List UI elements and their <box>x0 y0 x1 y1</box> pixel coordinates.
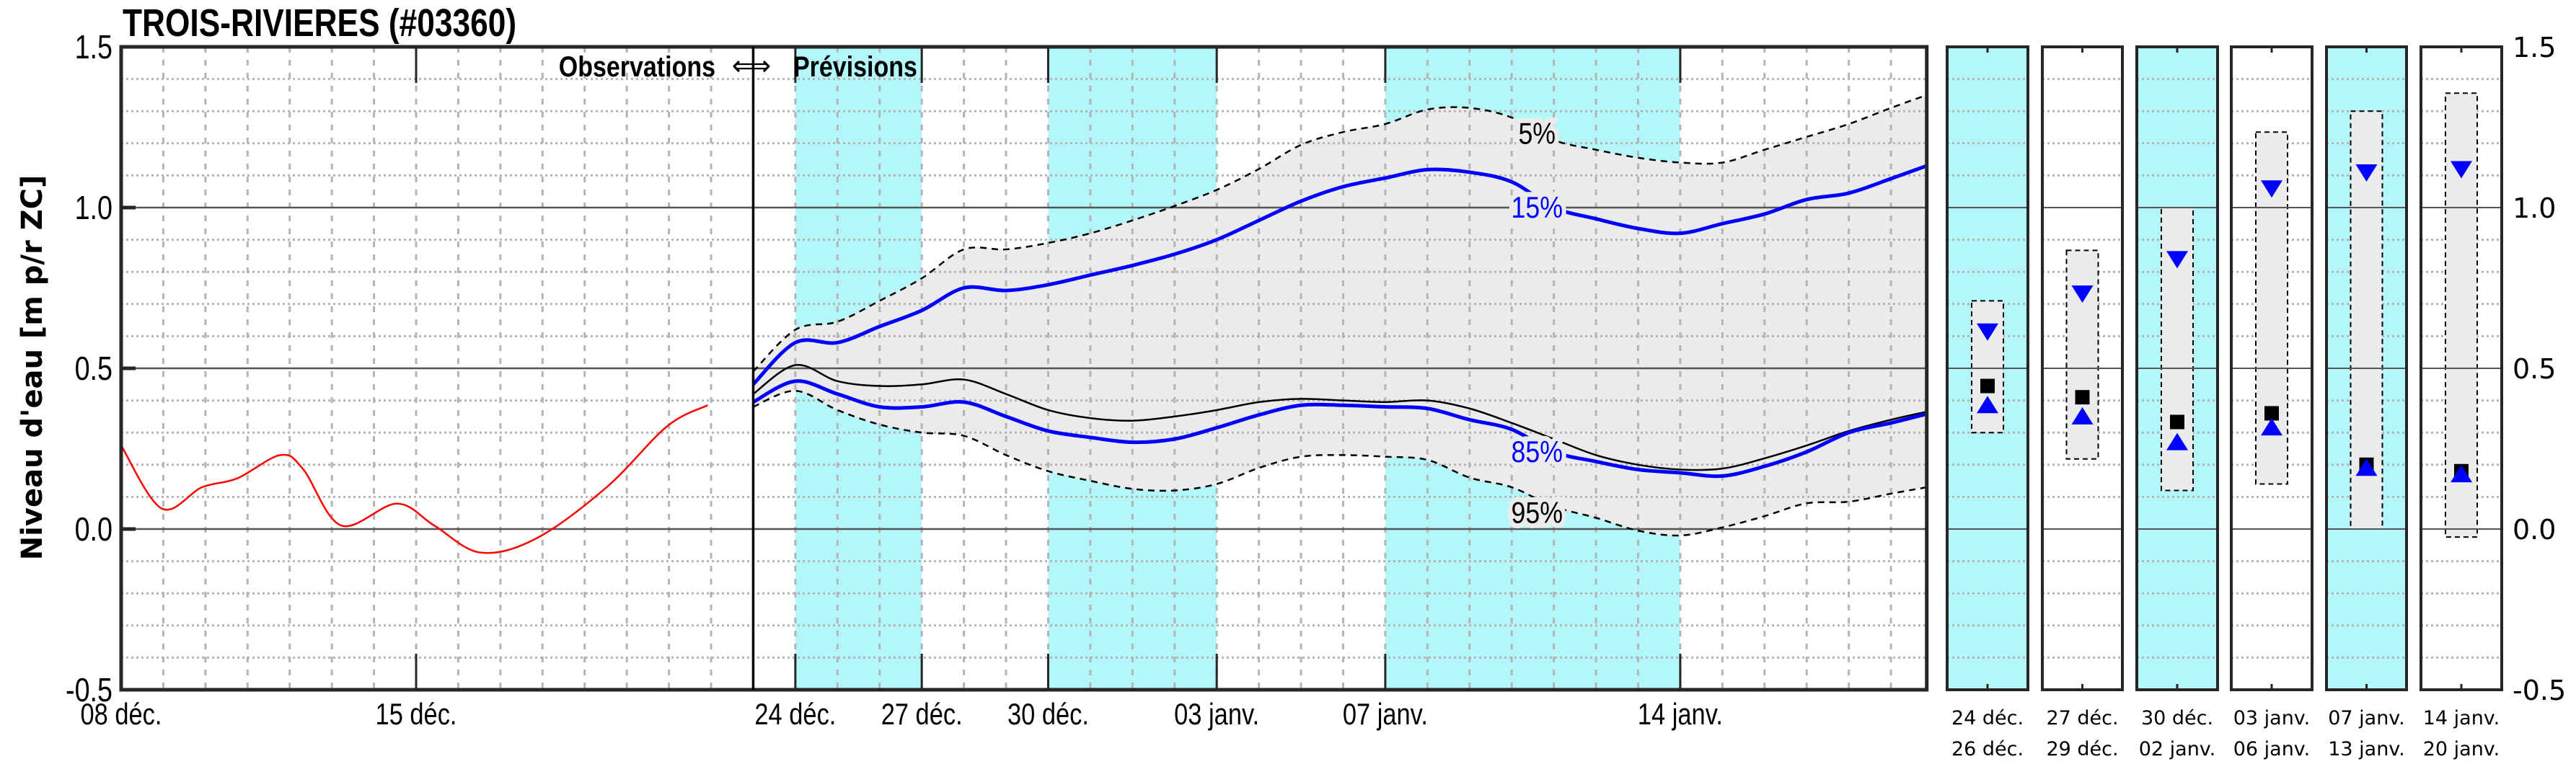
period-panel: 30 déc. 02 janv. <box>2135 45 2219 760</box>
p85-up-triangle-marker <box>2071 407 2094 425</box>
x-tick-label: 15 déc. <box>376 698 457 732</box>
panel-end-date: 02 janv. <box>2139 738 2216 760</box>
y-tick-label: 1.0 <box>75 189 113 226</box>
chart-labels: TROIS-RIVIERES (#03360) Niveau d'eau [m … <box>16 1 2566 732</box>
percentile-label: 85% <box>1512 435 1563 468</box>
chart-title: TROIS-RIVIERES (#03360) <box>123 1 516 45</box>
y-tick-label: 0.0 <box>75 510 113 547</box>
p5-line <box>752 94 1928 373</box>
p15-down-triangle-marker <box>2071 285 2094 303</box>
x-tick-label: 03 janv. <box>1174 698 1259 732</box>
x-tick-label: 27 déc. <box>881 698 963 732</box>
right-y-tick-label: 1.5 <box>2513 32 2556 63</box>
x-tick-label: 07 janv. <box>1343 698 1428 732</box>
p15-down-triangle-marker <box>2261 180 2282 198</box>
p85-up-triangle-marker <box>2355 458 2378 476</box>
right-y-tick-label: -0.5 <box>2513 675 2566 706</box>
confidence-envelope <box>753 94 1927 536</box>
median-square-marker <box>2264 406 2279 421</box>
panel-start-date: 24 déc. <box>1951 707 2024 729</box>
period-panel: 07 janv. 13 janv. <box>2325 45 2408 760</box>
panel-start-date: 27 déc. <box>2046 707 2118 729</box>
panel-start-date: 14 janv. <box>2423 707 2500 729</box>
median-square-marker <box>2170 414 2184 430</box>
median-square-marker <box>2075 390 2090 405</box>
period-panel: 14 janv. 20 janv. <box>2420 45 2503 760</box>
observations-previsions-annotation: Observations ⟺ Prévisions <box>559 50 917 83</box>
panel-end-date: 26 déc. <box>1951 738 2024 760</box>
panel-end-date: 06 janv. <box>2233 738 2311 760</box>
double-arrow-icon: ⟺ <box>732 50 771 81</box>
period-panel: 03 janv. 06 janv. <box>2230 45 2313 760</box>
p15-line <box>751 164 1928 386</box>
right-y-tick-label: 0.5 <box>2513 353 2556 385</box>
p15-down-triangle-marker <box>2451 161 2472 179</box>
period-panel: 27 déc. 29 déc. <box>2041 45 2124 760</box>
x-tick-label: 14 janv. <box>1638 698 1723 732</box>
period-panel: 24 déc. 26 déc. <box>1946 45 2029 760</box>
main-plot-series: 5% 15% 85% 95% <box>120 94 1928 554</box>
panel-start-date: 03 janv. <box>2233 707 2311 729</box>
observations-label: Observations <box>559 50 715 82</box>
y-axis-label: Niveau d'eau [m p/r ZC] <box>16 175 49 561</box>
percentile-label: 15% <box>1512 191 1563 224</box>
y-tick-label: 1.5 <box>75 28 113 65</box>
p15-down-triangle-marker <box>2355 164 2378 182</box>
median-square-marker <box>1980 378 1995 394</box>
p15-down-triangle-marker <box>1977 323 1998 341</box>
period-panels: 24 déc. 26 déc. 27 déc. 29 déc. 30 déc. 02 ja… <box>1946 45 2503 760</box>
p85-line <box>752 379 1928 479</box>
p85-up-triangle-marker <box>2261 418 2282 436</box>
main-plot-frame <box>119 45 1929 692</box>
observed-water-level-line <box>120 404 708 554</box>
x-tick-label: 30 déc. <box>1007 698 1089 732</box>
p85-up-triangle-marker <box>2451 465 2472 483</box>
panel-end-date: 13 janv. <box>2328 738 2405 760</box>
previsions-label: Prévisions <box>793 50 917 82</box>
p95-line <box>752 389 1927 537</box>
y-tick-label: 0.5 <box>75 350 113 386</box>
panel-end-date: 29 déc. <box>2046 738 2118 760</box>
median-line <box>752 364 1928 471</box>
y-tick-label: -0.5 <box>66 671 113 708</box>
main-plot-grid <box>121 47 1927 690</box>
x-tick-label: 24 déc. <box>754 698 836 732</box>
panel-start-date: 30 déc. <box>2141 707 2213 729</box>
p85-up-triangle-marker <box>1977 396 1998 414</box>
percentile-label: 5% <box>1518 117 1556 151</box>
percentile-label: 95% <box>1512 497 1563 530</box>
right-y-tick-label: 1.0 <box>2513 192 2556 224</box>
p15-down-triangle-marker <box>2166 251 2188 269</box>
x-tick-label: 08 déc. <box>81 698 162 732</box>
p85-up-triangle-marker <box>2166 432 2188 450</box>
right-y-tick-label: 0.0 <box>2513 514 2556 546</box>
panel-end-date: 20 janv. <box>2423 738 2500 760</box>
p5-p95-box <box>2065 249 2099 460</box>
panel-start-date: 07 janv. <box>2328 707 2405 729</box>
